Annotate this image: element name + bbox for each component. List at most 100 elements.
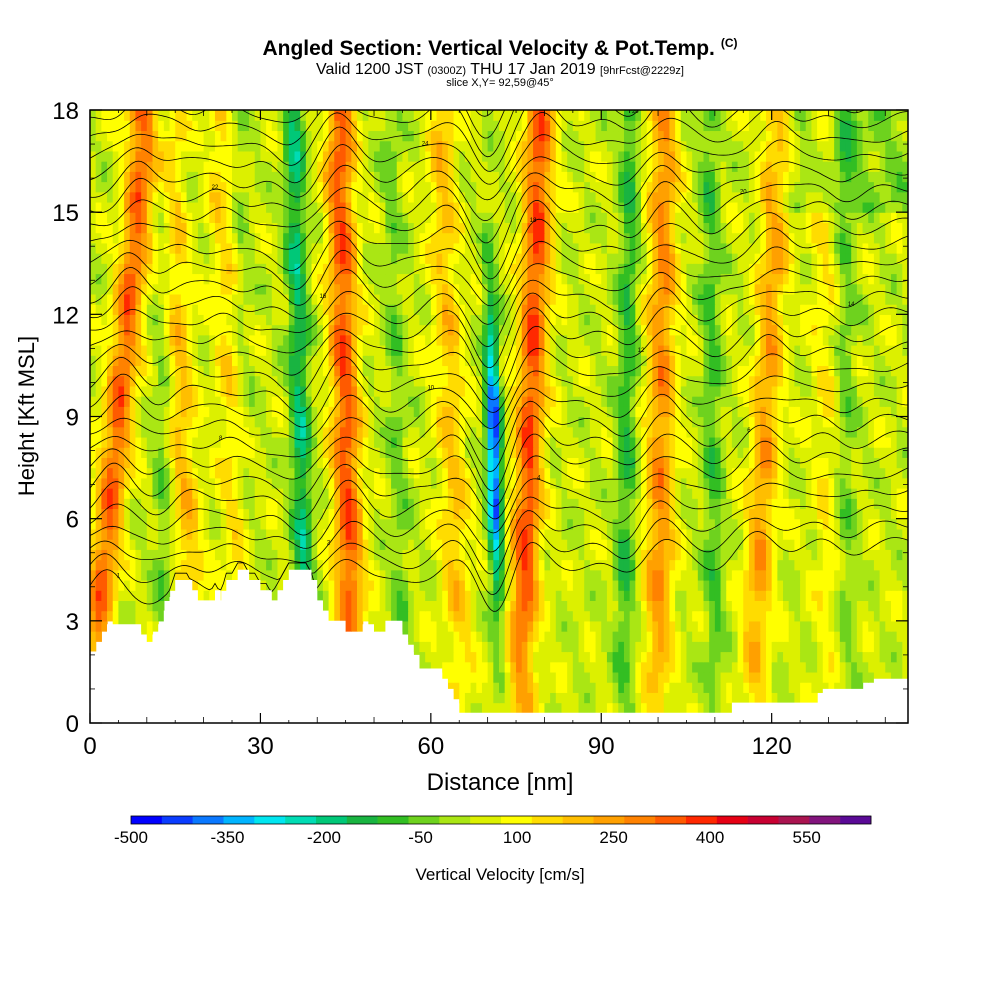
velocity-cell: [601, 498, 608, 510]
velocity-cell: [391, 528, 398, 540]
velocity-cell: [487, 314, 494, 326]
velocity-cell: [487, 324, 494, 336]
velocity-cell: [470, 355, 477, 367]
velocity-cell: [226, 365, 233, 377]
velocity-cell: [754, 610, 761, 622]
velocity-cell: [487, 396, 494, 407]
velocity-cell: [436, 590, 443, 601]
velocity-cell: [572, 600, 580, 612]
velocity-cell: [146, 344, 154, 356]
velocity-cell: [606, 692, 614, 704]
velocity-cell: [510, 692, 517, 704]
velocity-cell: [805, 375, 813, 387]
velocity-cell: [555, 620, 563, 632]
velocity-cell: [283, 488, 290, 499]
velocity-cell: [896, 314, 903, 326]
velocity-cell: [169, 549, 176, 561]
velocity-cell: [288, 447, 296, 458]
velocity-cell: [811, 610, 818, 622]
velocity-cell: [464, 406, 472, 418]
velocity-cell: [374, 488, 381, 499]
velocity-cell: [817, 365, 824, 377]
velocity-cell: [459, 549, 466, 561]
velocity-cell: [783, 498, 790, 510]
velocity-cell: [476, 671, 483, 683]
velocity-cell: [487, 375, 494, 387]
velocity-cell: [425, 528, 432, 540]
velocity-cell: [481, 355, 489, 367]
velocity-cell: [748, 549, 756, 561]
velocity-cell: [686, 355, 693, 367]
velocity-cell: [572, 539, 580, 550]
velocity-cell: [447, 467, 455, 479]
velocity-cell: [686, 508, 693, 520]
velocity-cell: [447, 406, 455, 418]
velocity-cell: [527, 385, 534, 397]
velocity-cell: [362, 518, 369, 530]
velocity-cell: [572, 702, 580, 714]
velocity-cell: [800, 324, 807, 336]
velocity-cell: [885, 661, 892, 673]
velocity-cell: [521, 355, 528, 367]
velocity-cell: [760, 314, 767, 326]
velocity-cell: [618, 610, 625, 622]
velocity-cell: [851, 600, 858, 612]
velocity-cell: [322, 406, 330, 418]
velocity-cell: [413, 559, 421, 571]
velocity-cell: [544, 651, 551, 663]
velocity-cell: [317, 385, 324, 397]
velocity-cell: [606, 559, 614, 571]
velocity-cell: [828, 682, 835, 693]
velocity-cell: [345, 314, 352, 326]
velocity-cell: [356, 355, 364, 367]
velocity-cell: [555, 590, 563, 601]
velocity-cell: [805, 334, 813, 346]
velocity-cell: [578, 702, 585, 714]
velocity-cell: [396, 559, 404, 571]
velocity-cell: [589, 457, 597, 469]
velocity-cell: [856, 375, 864, 387]
velocity-cell: [845, 600, 852, 612]
velocity-cell: [550, 344, 557, 356]
velocity-cell: [550, 508, 557, 520]
velocity-cell: [601, 396, 608, 407]
velocity-cell: [839, 682, 847, 693]
velocity-cell: [873, 620, 881, 632]
velocity-cell: [516, 702, 523, 714]
velocity-cell: [487, 559, 494, 571]
velocity-cell: [754, 579, 761, 591]
velocity-cell: [192, 344, 199, 356]
velocity-cell: [606, 344, 614, 356]
velocity-cell: [595, 518, 602, 530]
velocity-cell: [800, 396, 807, 407]
velocity-cell: [135, 426, 142, 438]
velocity-cell: [862, 406, 869, 418]
velocity-cell: [879, 477, 886, 489]
velocity-cell: [856, 416, 864, 428]
velocity-cell: [163, 518, 171, 530]
velocity-cell: [504, 508, 511, 520]
velocity-cell: [743, 539, 750, 550]
velocity-cell: [243, 365, 250, 377]
velocity-cell: [760, 518, 767, 530]
velocity-cell: [726, 569, 733, 581]
velocity-cell: [589, 477, 597, 489]
velocity-cell: [95, 600, 102, 612]
velocity-cell: [180, 324, 188, 336]
velocity-cell: [436, 661, 443, 673]
velocity-cell: [754, 661, 761, 673]
velocity-cell: [152, 365, 159, 377]
velocity-cell: [220, 344, 227, 356]
velocity-cell: [817, 671, 824, 683]
velocity-cell: [317, 508, 324, 520]
velocity-cell: [379, 355, 386, 367]
velocity-cell: [555, 498, 563, 510]
velocity-cell: [288, 467, 296, 479]
velocity-cell: [601, 457, 608, 469]
velocity-cell: [618, 447, 625, 458]
velocity-cell: [163, 344, 171, 356]
velocity-cell: [141, 467, 148, 479]
velocity-cell: [618, 671, 625, 683]
velocity-cell: [856, 324, 864, 336]
velocity-cell: [453, 661, 460, 673]
